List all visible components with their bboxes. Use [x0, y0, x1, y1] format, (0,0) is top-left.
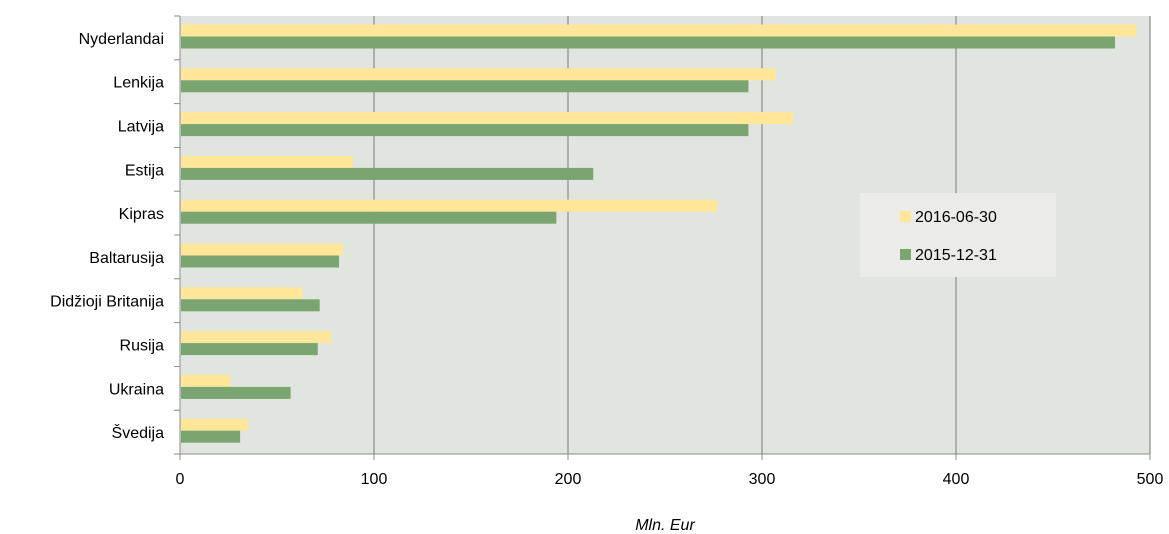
legend-label: 2016-06-30: [915, 209, 997, 226]
x-tick-label: 200: [555, 471, 582, 488]
bar-2015-12-31-Nyderlandai: [181, 36, 1116, 49]
bar-2016-06-30-Baltarusija: [181, 243, 343, 256]
bar-2015-12-31-Latvija: [181, 124, 749, 137]
bar-2016-06-30-Kipras: [181, 199, 718, 212]
bar-2016-06-30-Lenkija: [181, 68, 776, 81]
legend-label: 2015-12-31: [915, 247, 997, 264]
bar-2016-06-30-Rusija: [181, 331, 332, 344]
y-tick-labels: Nyderlandai Lenkija Latvija Estija Kipras Bal…: [50, 31, 164, 442]
bar-2015-12-31-Ukraina: [181, 386, 291, 399]
bar-2015-12-31-Švedija: [181, 430, 241, 443]
bar-2016-06-30-Nyderlandai: [181, 24, 1137, 37]
bars: [181, 24, 1137, 443]
legend-swatch-2016-06-30: [900, 211, 911, 222]
bar-2015-12-31-Kipras: [181, 211, 557, 224]
y-tick-label: Ukraina: [109, 381, 164, 398]
y-tick-label: Estija: [125, 162, 164, 179]
y-tick-label: Didžioji Britanija: [50, 294, 164, 311]
bar-2015-12-31-Lenkija: [181, 80, 749, 93]
x-tick-label: 0: [176, 471, 185, 488]
x-tick-label: 500: [1137, 471, 1164, 488]
y-tick-label: Nyderlandai: [79, 31, 164, 48]
bar-2016-06-30-Latvija: [181, 112, 794, 125]
bar-2016-06-30-Didžioji Britanija: [181, 287, 303, 300]
y-tick-label: Latvija: [118, 119, 164, 136]
bar-2015-12-31-Estija: [181, 167, 594, 180]
bar-2015-12-31-Rusija: [181, 343, 318, 356]
bar-2015-12-31-Baltarusija: [181, 255, 340, 268]
y-tick-label: Lenkija: [113, 75, 164, 92]
y-tick-label: Švedija: [112, 423, 165, 442]
bar-2016-06-30-Estija: [181, 155, 353, 168]
y-tick-label: Rusija: [120, 338, 165, 355]
bar-2016-06-30-Švedija: [181, 418, 248, 431]
x-tick-label: 400: [943, 471, 970, 488]
x-tick-label: 300: [749, 471, 776, 488]
bar-2016-06-30-Ukraina: [181, 374, 231, 387]
legend-box: [860, 193, 1056, 277]
legend: 2016-06-30 2015-12-31: [860, 193, 1056, 277]
legend-swatch-2015-12-31: [900, 249, 911, 260]
x-tick-label: 100: [361, 471, 388, 488]
y-tick-label: Kipras: [119, 206, 164, 223]
axes: [174, 15, 1151, 460]
y-tick-label: Baltarusija: [89, 250, 164, 267]
x-tick-labels: 0 100 200 300 400 500: [176, 471, 1164, 488]
bar-2015-12-31-Didžioji Britanija: [181, 299, 320, 312]
x-axis-title: Mln. Eur: [635, 517, 695, 534]
